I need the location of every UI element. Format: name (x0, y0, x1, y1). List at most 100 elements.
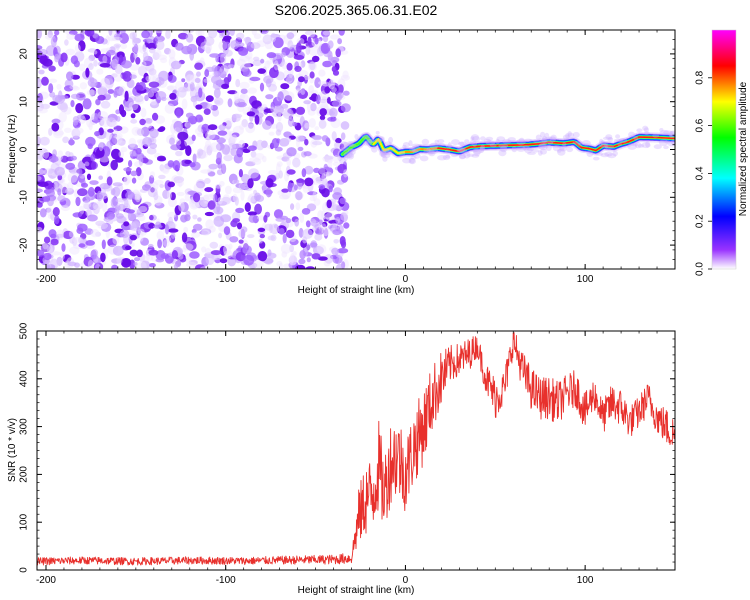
ridge-fuzz (459, 154, 467, 159)
colorbar-tick-label: 0.8 (695, 70, 706, 84)
spectrogram-x-axis: -200 -100 0 100 (36, 30, 676, 285)
noise-speckle (195, 104, 203, 110)
ridge-fuzz (535, 134, 542, 141)
noise-speckle (289, 244, 294, 253)
noise-speckle (297, 146, 304, 152)
ridge-fuzz (459, 141, 465, 146)
snr-y-tick-label: 200 (19, 466, 30, 483)
noise-speckle (87, 186, 95, 197)
ridge-fuzz (516, 138, 526, 146)
ridge-fuzz (634, 142, 642, 149)
noise-speckle (115, 140, 126, 146)
ridge-core (580, 146, 590, 150)
noise-speckle (267, 249, 272, 257)
noise-speckle (53, 182, 58, 190)
noise-speckle (220, 53, 227, 65)
noise-speckle (230, 147, 237, 157)
noise-speckle (343, 222, 350, 229)
spectrogram-x-tick-label: -200 (36, 274, 56, 285)
ridge-fuzz (495, 138, 500, 145)
ridge-fuzz (451, 139, 460, 146)
noise-speckle (262, 155, 267, 163)
noise-speckle (200, 228, 212, 235)
ridge-core (627, 136, 640, 143)
ridge-fuzz (444, 149, 451, 154)
noise-speckle (102, 201, 108, 213)
noise-speckle (100, 100, 111, 109)
noise-speckle (259, 30, 268, 33)
noise-speckle (221, 196, 231, 205)
ridge-fuzz (437, 139, 445, 144)
noise-speckle (57, 150, 64, 161)
noise-speckle (64, 39, 69, 46)
noise-speckle (128, 160, 133, 168)
noise-speckle (204, 36, 215, 46)
noise-speckle (37, 181, 49, 187)
noise-speckle (299, 212, 305, 223)
noise-speckle (149, 47, 156, 54)
noise-speckle (303, 100, 312, 105)
noise-speckle (295, 202, 301, 211)
noise-speckle (223, 35, 232, 41)
ridge-fuzz (538, 150, 543, 156)
noise-speckle (101, 117, 109, 122)
noise-speckle (111, 58, 119, 69)
noise-speckle (314, 77, 321, 89)
noise-speckle (280, 52, 286, 58)
ridge-fuzz (637, 144, 645, 148)
noise-speckle (200, 169, 211, 174)
noise-speckle (88, 63, 94, 70)
noise-speckle (74, 262, 80, 268)
noise-speckle (114, 206, 120, 216)
noise-speckle (125, 191, 135, 200)
noise-speckle (253, 56, 260, 62)
noise-speckle (236, 32, 245, 40)
noise-speckle (249, 157, 260, 163)
ridge-fuzz (384, 148, 393, 156)
noise-speckle (322, 226, 330, 237)
noise-speckle (239, 93, 246, 99)
ridge-fuzz (604, 151, 613, 157)
noise-speckle (131, 36, 137, 46)
noise-speckle (178, 256, 187, 263)
noise-speckle (73, 127, 84, 134)
ridge-fuzz (367, 138, 375, 144)
noise-speckle (111, 264, 118, 269)
snr-x-tick-label: 0 (403, 575, 409, 586)
noise-speckle (181, 78, 186, 83)
noise-speckle (157, 155, 166, 161)
noise-speckle (139, 232, 144, 242)
noise-speckle (332, 70, 340, 76)
ridge-fuzz (381, 148, 390, 155)
noise-speckle (72, 212, 83, 218)
snr-y-tick-label: 0 (19, 567, 30, 573)
ridge-fuzz (391, 146, 396, 151)
noise-speckle (278, 170, 284, 179)
ridge-fuzz (379, 150, 387, 156)
noise-speckle (142, 184, 151, 191)
noise-speckle (88, 54, 96, 62)
noise-speckle (277, 91, 284, 102)
noise-speckle (287, 117, 295, 127)
noise-speckle (99, 63, 111, 68)
ridge-fuzz (567, 132, 575, 138)
noise-speckle (42, 58, 53, 67)
noise-speckle (285, 217, 292, 224)
spectrogram-x-tick-label: 100 (577, 274, 594, 285)
ridge-fuzz (451, 153, 458, 158)
ridge-fuzz (411, 143, 420, 148)
noise-speckle (210, 250, 222, 256)
noise-speckle (167, 181, 175, 188)
noise-speckle (95, 220, 106, 226)
noise-speckle (43, 252, 52, 261)
ridge-fuzz (664, 140, 671, 144)
ridge-fuzz (473, 148, 482, 155)
noise-speckle (170, 60, 182, 70)
ridge-fuzz (557, 149, 562, 153)
noise-speckle (49, 91, 56, 98)
noise-speckle (215, 184, 222, 189)
noise-speckle (143, 72, 149, 81)
noise-speckle (216, 151, 222, 162)
noise-speckle (118, 203, 126, 212)
noise-speckle (230, 40, 240, 50)
